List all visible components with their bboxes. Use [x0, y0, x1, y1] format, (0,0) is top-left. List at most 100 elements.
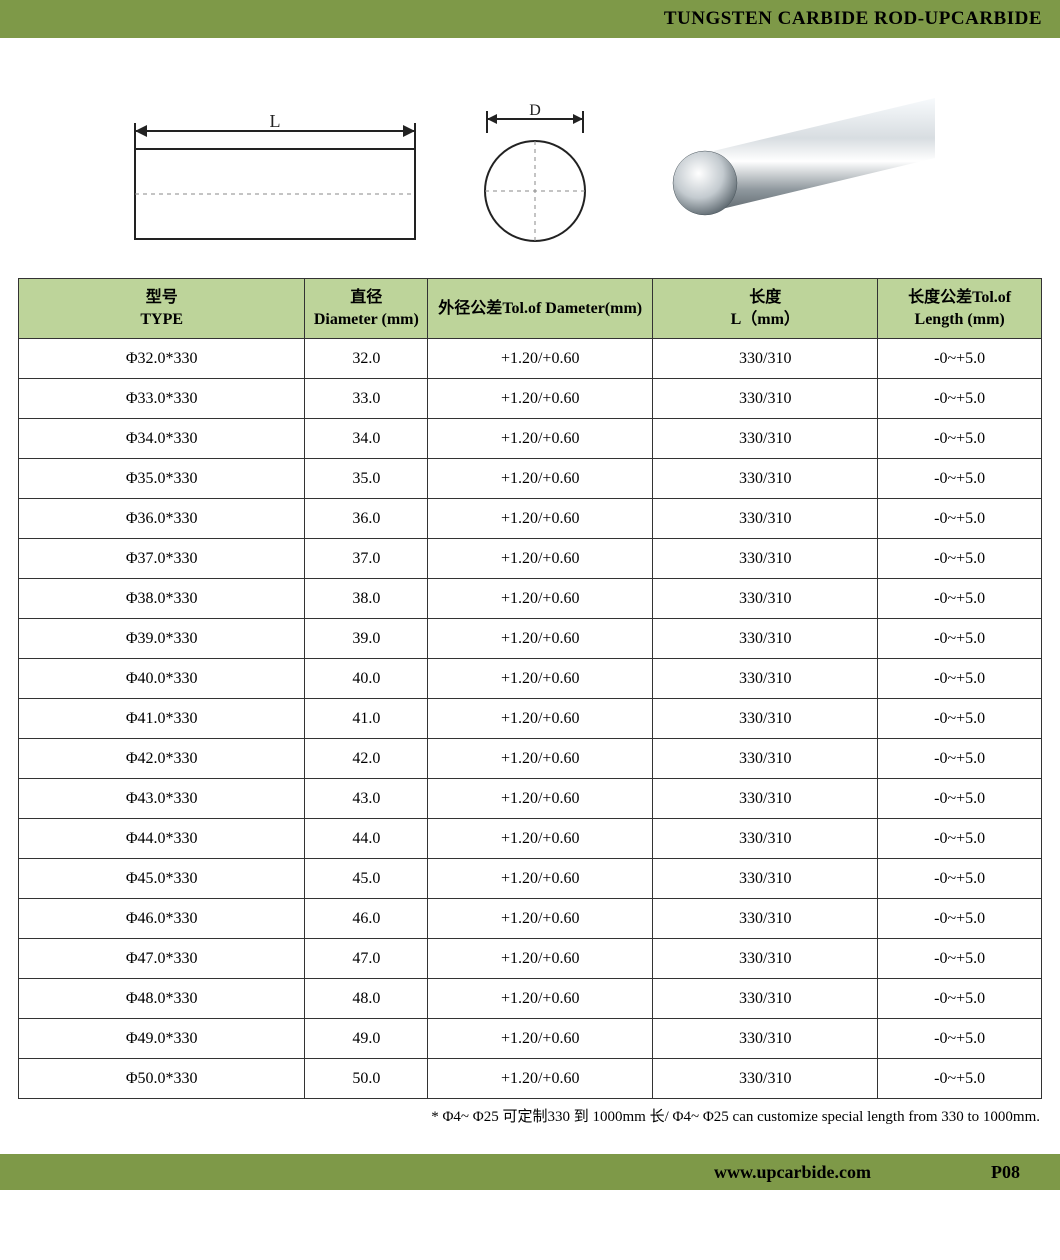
cell-toll: -0~+5.0	[878, 419, 1042, 459]
cell-toll: -0~+5.0	[878, 459, 1042, 499]
cell-toll: -0~+5.0	[878, 819, 1042, 859]
cell-type: Φ44.0*330	[19, 819, 305, 859]
diameter-label: D	[529, 103, 541, 119]
diagram-row: L D	[0, 38, 1060, 278]
col-header-length: 长度 L（mm）	[653, 279, 878, 339]
cell-dia: 41.0	[305, 699, 428, 739]
cell-type: Φ38.0*330	[19, 579, 305, 619]
cell-dia: 39.0	[305, 619, 428, 659]
cell-toll: -0~+5.0	[878, 779, 1042, 819]
page-title: TUNGSTEN CARBIDE ROD-UPCARBIDE	[664, 8, 1042, 30]
cell-type: Φ50.0*330	[19, 1059, 305, 1099]
cell-told: +1.20/+0.60	[428, 539, 653, 579]
cell-type: Φ37.0*330	[19, 539, 305, 579]
cell-len: 330/310	[653, 579, 878, 619]
cell-toll: -0~+5.0	[878, 939, 1042, 979]
table-row: Φ39.0*33039.0+1.20/+0.60330/310-0~+5.0	[19, 619, 1042, 659]
cell-len: 330/310	[653, 459, 878, 499]
table-row: Φ34.0*33034.0+1.20/+0.60330/310-0~+5.0	[19, 419, 1042, 459]
rod-photo-icon	[635, 98, 935, 238]
cell-toll: -0~+5.0	[878, 739, 1042, 779]
col-header-len-en: L（mm）	[731, 311, 800, 328]
cell-type: Φ42.0*330	[19, 739, 305, 779]
cell-toll: -0~+5.0	[878, 899, 1042, 939]
cell-type: Φ47.0*330	[19, 939, 305, 979]
cell-len: 330/310	[653, 419, 878, 459]
cell-type: Φ34.0*330	[19, 419, 305, 459]
col-header-dia-en: Diameter (mm)	[314, 311, 419, 328]
spec-table: 型号 TYPE 直径 Diameter (mm) 外径公差Tol.of Dame…	[18, 278, 1042, 1099]
cell-told: +1.20/+0.60	[428, 979, 653, 1019]
footer-url: www.upcarbide.com	[714, 1162, 871, 1183]
cell-toll: -0~+5.0	[878, 539, 1042, 579]
table-row: Φ38.0*33038.0+1.20/+0.60330/310-0~+5.0	[19, 579, 1042, 619]
cell-dia: 43.0	[305, 779, 428, 819]
cell-type: Φ46.0*330	[19, 899, 305, 939]
cell-dia: 49.0	[305, 1019, 428, 1059]
cell-toll: -0~+5.0	[878, 659, 1042, 699]
cell-told: +1.20/+0.60	[428, 1019, 653, 1059]
cell-len: 330/310	[653, 739, 878, 779]
cell-type: Φ33.0*330	[19, 379, 305, 419]
cell-told: +1.20/+0.60	[428, 379, 653, 419]
col-header-told-zh: 外径公差	[438, 300, 502, 317]
footnote-text: * Φ4~ Φ25 可定制330 到 1000mm 长/ Φ4~ Φ25 can…	[431, 1109, 1040, 1125]
cell-type: Φ39.0*330	[19, 619, 305, 659]
cell-len: 330/310	[653, 379, 878, 419]
table-row: Φ49.0*33049.0+1.20/+0.60330/310-0~+5.0	[19, 1019, 1042, 1059]
table-footnote: * Φ4~ Φ25 可定制330 到 1000mm 长/ Φ4~ Φ25 can…	[0, 1099, 1060, 1154]
cell-dia: 37.0	[305, 539, 428, 579]
cell-told: +1.20/+0.60	[428, 619, 653, 659]
col-header-told-en: Tol.of Dameter(mm)	[502, 300, 642, 317]
cell-toll: -0~+5.0	[878, 579, 1042, 619]
cell-toll: -0~+5.0	[878, 859, 1042, 899]
cell-len: 330/310	[653, 859, 878, 899]
cell-dia: 32.0	[305, 339, 428, 379]
cell-len: 330/310	[653, 699, 878, 739]
col-header-diameter: 直径 Diameter (mm)	[305, 279, 428, 339]
table-row: Φ32.0*33032.0+1.20/+0.60330/310-0~+5.0	[19, 339, 1042, 379]
cell-len: 330/310	[653, 979, 878, 1019]
col-header-len-zh: 长度	[749, 289, 781, 306]
table-row: Φ37.0*33037.0+1.20/+0.60330/310-0~+5.0	[19, 539, 1042, 579]
table-header-row: 型号 TYPE 直径 Diameter (mm) 外径公差Tol.of Dame…	[19, 279, 1042, 339]
page-footer-bar: www.upcarbide.com P08	[0, 1154, 1060, 1190]
table-row: Φ33.0*33033.0+1.20/+0.60330/310-0~+5.0	[19, 379, 1042, 419]
spec-table-body: Φ32.0*33032.0+1.20/+0.60330/310-0~+5.0Φ3…	[19, 339, 1042, 1099]
cell-type: Φ49.0*330	[19, 1019, 305, 1059]
cell-dia: 46.0	[305, 899, 428, 939]
cell-toll: -0~+5.0	[878, 379, 1042, 419]
table-row: Φ50.0*33050.0+1.20/+0.60330/310-0~+5.0	[19, 1059, 1042, 1099]
cell-told: +1.20/+0.60	[428, 739, 653, 779]
col-header-type-zh: 型号	[146, 289, 178, 306]
table-row: Φ46.0*33046.0+1.20/+0.60330/310-0~+5.0	[19, 899, 1042, 939]
col-header-type: 型号 TYPE	[19, 279, 305, 339]
rod-photo	[635, 98, 935, 238]
cell-type: Φ40.0*330	[19, 659, 305, 699]
cell-told: +1.20/+0.60	[428, 459, 653, 499]
table-row: Φ44.0*33044.0+1.20/+0.60330/310-0~+5.0	[19, 819, 1042, 859]
table-row: Φ42.0*33042.0+1.20/+0.60330/310-0~+5.0	[19, 739, 1042, 779]
cell-toll: -0~+5.0	[878, 1059, 1042, 1099]
cell-told: +1.20/+0.60	[428, 419, 653, 459]
cell-len: 330/310	[653, 499, 878, 539]
table-row: Φ36.0*33036.0+1.20/+0.60330/310-0~+5.0	[19, 499, 1042, 539]
table-row: Φ41.0*33041.0+1.20/+0.60330/310-0~+5.0	[19, 699, 1042, 739]
cell-told: +1.20/+0.60	[428, 779, 653, 819]
cell-dia: 35.0	[305, 459, 428, 499]
cell-dia: 45.0	[305, 859, 428, 899]
cell-len: 330/310	[653, 779, 878, 819]
cell-toll: -0~+5.0	[878, 339, 1042, 379]
cell-type: Φ41.0*330	[19, 699, 305, 739]
cell-told: +1.20/+0.60	[428, 1059, 653, 1099]
diagram-length: L	[125, 113, 425, 223]
col-header-tol-length: 长度公差Tol.of Length (mm)	[878, 279, 1042, 339]
cell-len: 330/310	[653, 899, 878, 939]
cell-toll: -0~+5.0	[878, 1019, 1042, 1059]
cell-len: 330/310	[653, 539, 878, 579]
length-label: L	[270, 113, 281, 131]
cell-type: Φ43.0*330	[19, 779, 305, 819]
cell-len: 330/310	[653, 939, 878, 979]
cell-type: Φ48.0*330	[19, 979, 305, 1019]
cell-len: 330/310	[653, 819, 878, 859]
